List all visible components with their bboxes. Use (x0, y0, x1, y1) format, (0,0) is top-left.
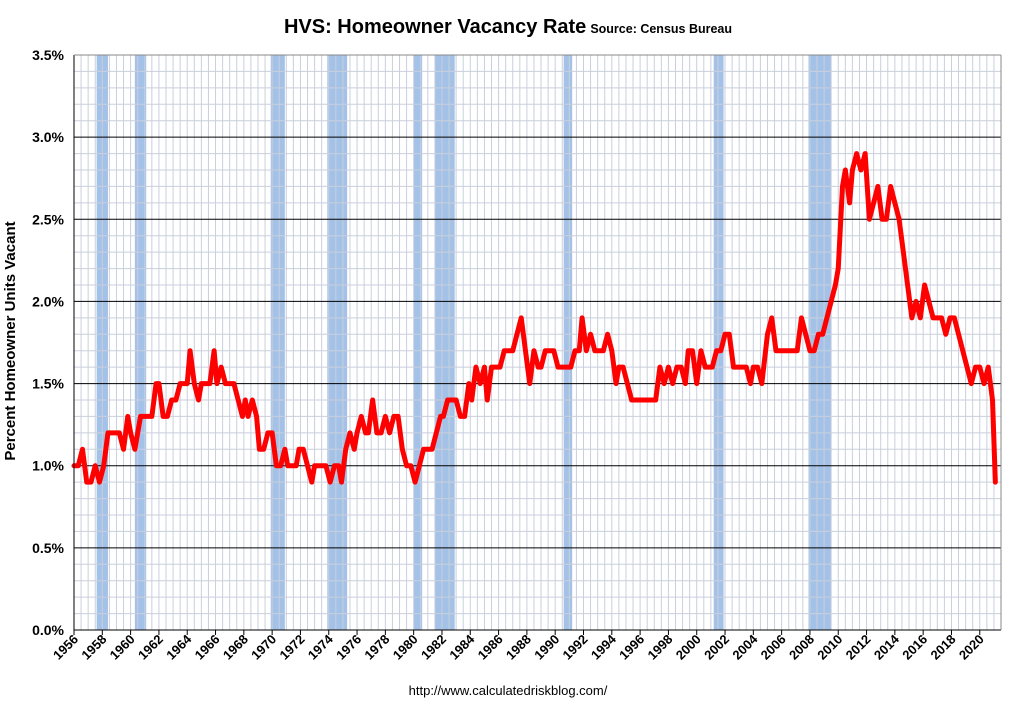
x-tick-labels: 1956195819601962196419661968197019721974… (50, 631, 987, 663)
x-tick-label: 1990 (531, 632, 562, 663)
x-tick-label: 1978 (361, 632, 392, 663)
x-tick-label: 2010 (814, 632, 845, 663)
x-tick-label: 1996 (616, 632, 647, 663)
chart-title-block: HVS: Homeowner Vacancy Rate Source: Censu… (0, 16, 1016, 39)
series-layer (71, 151, 998, 485)
y-axis-label: Percent Homeowner Units Vacant (2, 221, 19, 460)
y-tick-labels: 0.0% 0.5% 1.0% 1.5% 2.0% 2.5% 3.0% 3.5% (32, 47, 64, 638)
recession-band (134, 55, 147, 630)
x-tick-label: 1966 (192, 632, 223, 663)
x-tick-label: 1970 (248, 632, 279, 663)
recession-band (808, 55, 832, 630)
minor-gridlines (74, 55, 1001, 630)
x-tick-label: 1960 (107, 632, 138, 663)
x-tick-label: 1984 (446, 631, 478, 663)
x-tick-label: 1964 (163, 631, 195, 663)
y-tick-label: 0.5% (32, 540, 64, 556)
y-tick-label: 2.0% (32, 293, 64, 309)
recession-band (327, 55, 348, 630)
x-tick-label: 1998 (644, 632, 675, 663)
series-line (71, 151, 998, 485)
x-tick-label: 2008 (786, 632, 817, 663)
major-gridlines (74, 54, 1001, 631)
x-tick-label: 2000 (673, 632, 704, 663)
x-tick-label: 1982 (418, 632, 449, 663)
recession-band (434, 55, 455, 630)
recession-bands (96, 55, 832, 630)
chart-source: Source: Census Bureau (590, 22, 733, 36)
x-tick-label: 1972 (277, 632, 308, 663)
y-tick-label: 3.0% (32, 129, 64, 145)
y-tick-label: 1.5% (32, 376, 64, 392)
x-tick-label: 2006 (758, 632, 789, 663)
y-tick-label: 2.5% (32, 211, 64, 227)
footer-url: http://www.calculatedriskblog.com/ (408, 683, 608, 698)
x-tick-label: 1994 (588, 631, 620, 663)
x-tick-label: 1988 (503, 632, 534, 663)
x-tick-label: 1976 (333, 632, 364, 663)
x-tick-label: 2004 (729, 631, 761, 663)
x-tick-label: 2018 (928, 632, 959, 663)
x-tick-label: 2014 (871, 631, 903, 663)
x-tick-label: 1968 (220, 632, 251, 663)
x-tick-label: 1980 (390, 632, 421, 663)
y-tick-label: 1.0% (32, 458, 64, 474)
x-tick-label: 2020 (956, 632, 987, 663)
recession-band (413, 55, 423, 630)
x-tick-label: 1958 (78, 632, 109, 663)
recession-band (713, 55, 724, 630)
x-tick-label: 1992 (560, 632, 591, 663)
recession-band (563, 55, 573, 630)
x-tick-label: 1974 (305, 631, 337, 663)
y-tick-label: 3.5% (32, 47, 64, 63)
x-tick-label: 2012 (843, 632, 874, 663)
y-tick-label: 0.0% (32, 622, 64, 638)
x-tick-label: 2002 (701, 632, 732, 663)
x-tick-label: 1986 (475, 632, 506, 663)
x-tick-label: 1962 (135, 632, 166, 663)
chart-title: HVS: Homeowner Vacancy Rate (283, 16, 587, 38)
x-tick-label: 2016 (899, 632, 930, 663)
axes (73, 54, 1002, 635)
recession-band (270, 55, 285, 630)
